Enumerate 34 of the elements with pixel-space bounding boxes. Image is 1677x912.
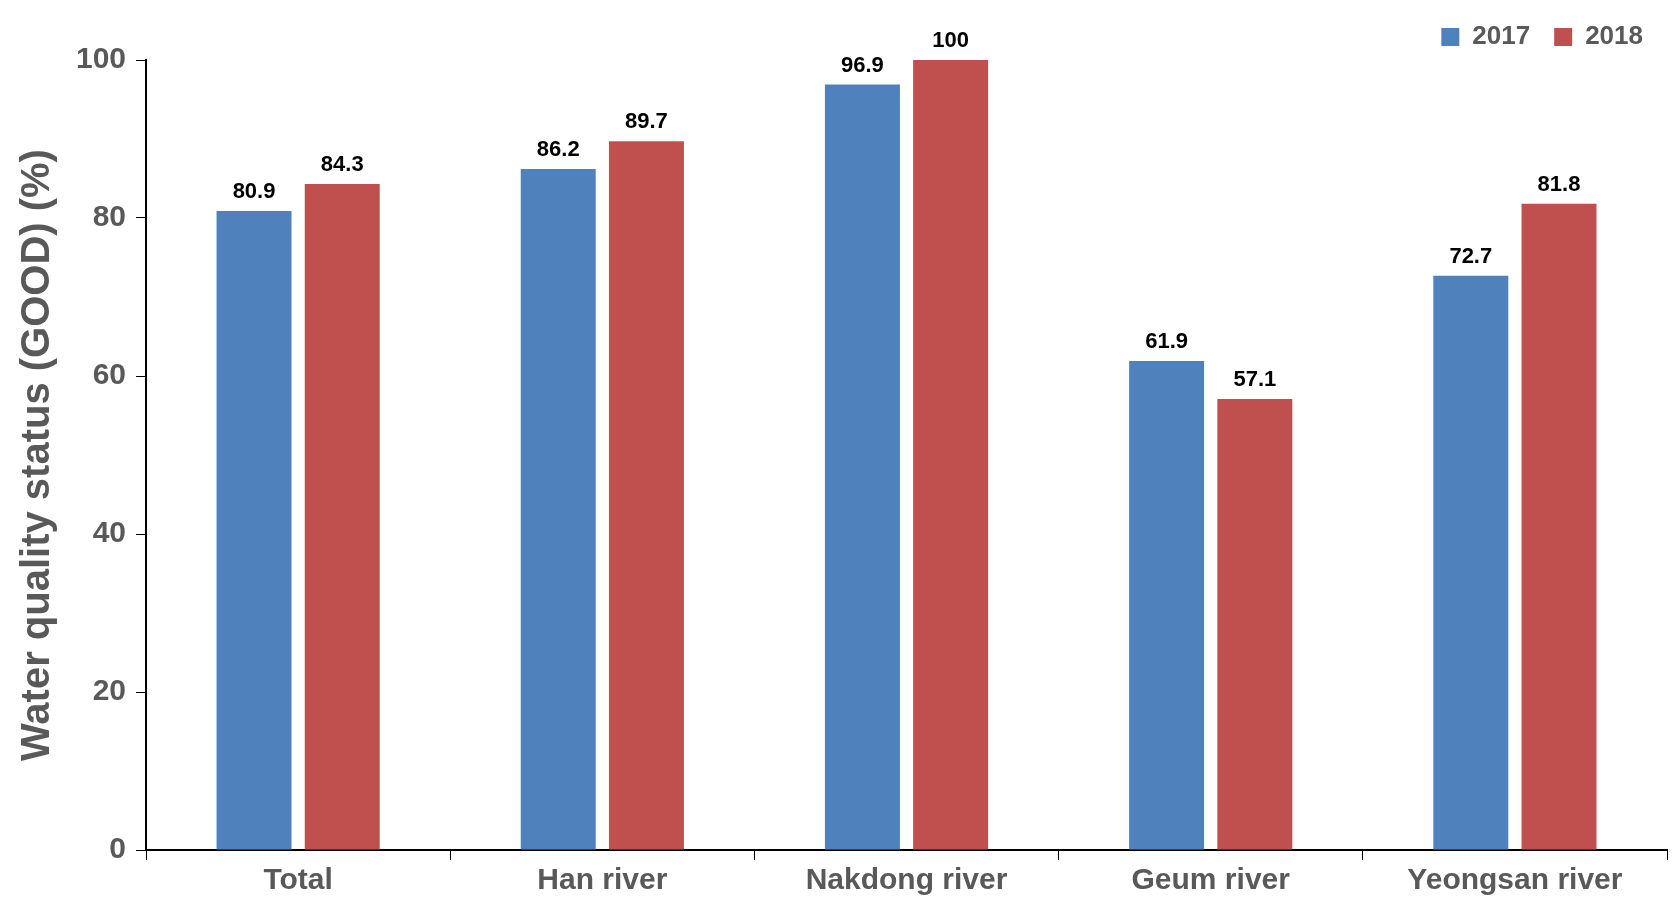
y-tick-label: 40 [92,515,127,549]
data-label: 96.9 [841,51,884,77]
data-label: 86.2 [536,136,580,162]
x-tick-label: Yeongsan river [1407,862,1623,896]
bar [913,60,989,850]
bar [1521,203,1597,850]
y-tick-label: 60 [92,357,127,391]
x-tick-label: Geum river [1131,862,1291,896]
y-tick-label: 80 [92,199,127,233]
legend-label: 2017 [1472,20,1531,51]
data-label: 61.9 [1145,328,1189,354]
x-tick-label: Han river [537,862,668,896]
data-label: 72.7 [1449,242,1493,268]
bar [608,141,684,850]
x-tick-label: Nakdong river [805,862,1008,896]
y-tick-label: 0 [109,831,127,865]
y-tick-label: 20 [92,673,127,707]
data-label: 81.8 [1537,170,1581,196]
bar [1433,275,1509,850]
data-label: 89.7 [625,108,668,134]
y-tick-label: 100 [75,41,127,75]
x-tick-label: Total [263,862,333,896]
bar [1217,398,1293,850]
data-label: 100 [932,27,969,53]
data-label: 57.1 [1233,365,1277,391]
bar [824,84,900,850]
data-label: 80.9 [232,177,276,203]
bar [520,169,596,850]
bar [216,210,292,850]
legend-label: 2018 [1585,20,1643,51]
data-label: 84.3 [320,151,364,177]
bar [304,184,380,850]
y-axis-title: Water quality status (GOOD) (%) [13,149,58,761]
bar [1129,360,1205,850]
